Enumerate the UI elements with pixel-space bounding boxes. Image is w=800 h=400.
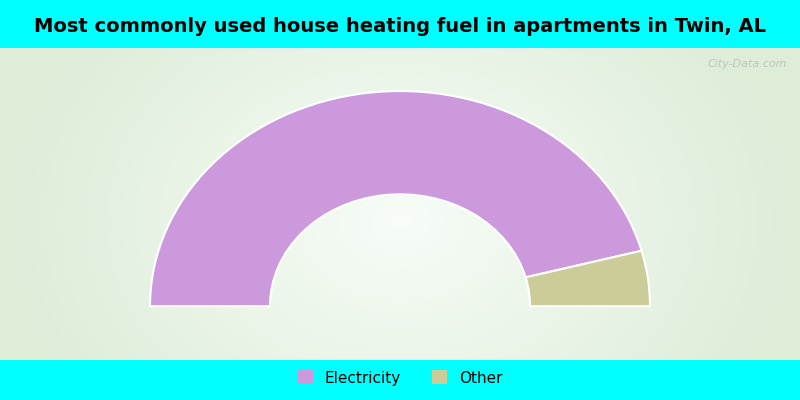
Text: Most commonly used house heating fuel in apartments in Twin, AL: Most commonly used house heating fuel in… <box>34 17 766 36</box>
Wedge shape <box>150 91 642 306</box>
Wedge shape <box>526 251 650 306</box>
Text: City-Data.com: City-Data.com <box>708 59 787 69</box>
Legend: Electricity, Other: Electricity, Other <box>291 364 509 392</box>
